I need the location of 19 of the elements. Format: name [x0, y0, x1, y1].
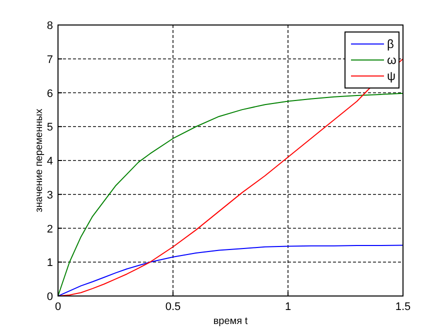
y-tick-label: 5: [46, 122, 53, 134]
x-axis-title: время t: [213, 316, 248, 327]
x-tick-label: 0: [54, 301, 62, 313]
legend-label: ω: [387, 53, 396, 67]
y-tick-label: 0: [46, 291, 53, 303]
y-tick-label: 7: [46, 54, 53, 66]
y-tick-label: 6: [46, 88, 53, 100]
y-tick-label: 4: [46, 156, 53, 168]
y-tick-label: 2: [46, 223, 53, 236]
y-tick-label: 8: [46, 20, 53, 32]
legend-label: β: [387, 37, 394, 51]
legend-label: ψ: [387, 69, 396, 83]
y-tick-label: 1: [46, 257, 53, 270]
y-tick-label: 3: [46, 189, 53, 202]
line-series: [58, 244, 403, 296]
x-tick-label: 1.5: [395, 301, 411, 313]
x-tick-label: 0.5: [165, 301, 181, 313]
x-tick-label: 1: [284, 301, 292, 313]
y-axis-title: значение переменных: [34, 108, 45, 212]
